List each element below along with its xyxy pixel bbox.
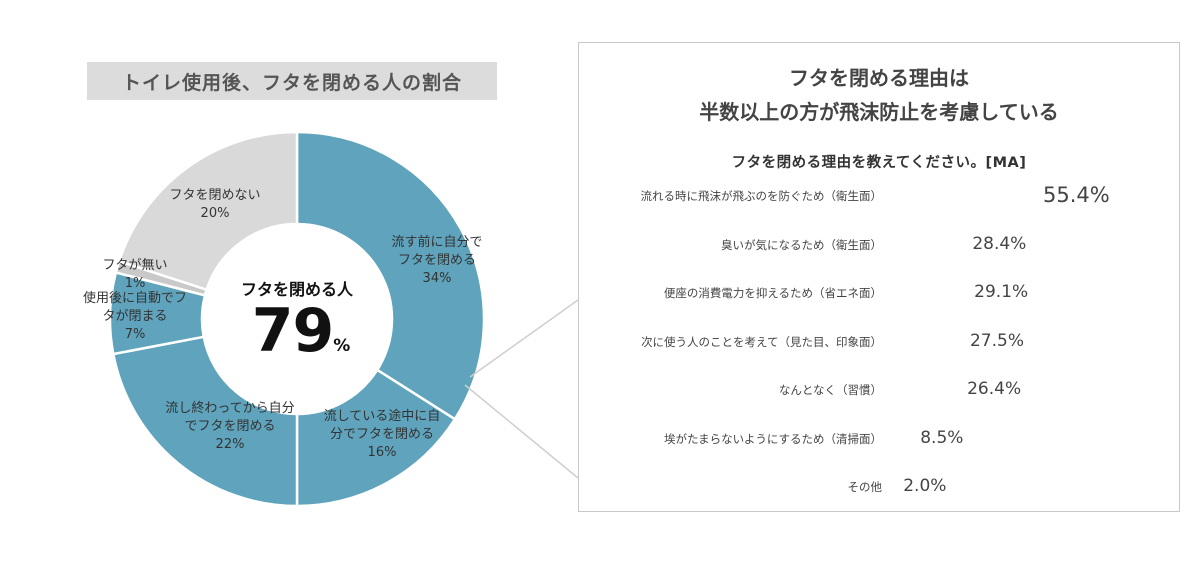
donut-center-number: 79 (251, 296, 334, 366)
donut-segment (295, 368, 457, 508)
donut-center-value: 79% (246, 296, 356, 366)
panel-title-line-1: フタを閉める理由は (789, 66, 969, 90)
donut-segment-label-line: フタを閉めない (169, 188, 261, 203)
callout-line-lower (464, 384, 579, 479)
donut-center-unit: % (333, 336, 351, 356)
donut-segment-label-line: 流している途中に自 (323, 409, 441, 424)
left-chart-title: トイレ使用後、フタを閉める人の割合 (87, 62, 497, 100)
donut-segment-label-line: 1% (124, 276, 146, 291)
panel-title-line-2: 半数以上の方が飛沫防止を考慮している (699, 100, 1059, 124)
donut-segment-label-line: 使用後に自動でフ (82, 291, 187, 306)
donut-segment (117, 130, 299, 292)
bar-value-label: 55.4% (1043, 183, 1110, 207)
bar-value-label: 26.4% (967, 379, 1022, 399)
bar-value-label: 2.0% (903, 476, 947, 496)
bar-category-label: 埃がたまらないようにするため（清掃面） (663, 431, 882, 446)
donut-segment-label: フタが無い 1% (100, 257, 170, 293)
bar-value-label: 28.4% (972, 233, 1027, 254)
donut-segment-label-line: 34% (422, 271, 452, 286)
callout-line-upper (469, 299, 579, 378)
bar-value-label: 8.5% (920, 427, 964, 448)
bar-category-label: 流れる時に飛沫が飛ぶのを防ぐため（衛生面） (640, 189, 883, 203)
donut-segment-label-line: 7% (124, 327, 146, 342)
donut-segment-label-line: 20% (200, 206, 230, 221)
panel-title: フタを閉める理由は 半数以上の方が飛沫防止を考慮している (579, 61, 1179, 129)
donut-segment-label: 使用後に自動でフ タが閉まる 7% (70, 290, 200, 344)
donut-segment (295, 130, 486, 421)
donut-segment-label-line: 22% (215, 437, 245, 452)
donut-segment-label-line: でフタを閉める (184, 419, 276, 434)
donut-segment-label-line: 流し終わってから自分 (165, 401, 295, 416)
reasons-panel: フタを閉める理由は 半数以上の方が飛沫防止を考慮している フタを閉める理由を教え… (578, 42, 1180, 512)
donut-segment-label: 流す前に自分で フタを閉める 34% (372, 234, 502, 288)
bar-value-label: 29.1% (974, 282, 1029, 302)
donut-segment-label-line: 分でフタを閉める (329, 427, 434, 442)
donut-center-caption: フタを閉める人 (240, 280, 353, 299)
bar-category-label: その他 (847, 480, 883, 494)
donut-segment (111, 335, 299, 508)
donut-segment-label-line: タが閉まる (102, 309, 168, 324)
donut-segment-label-line: フタが無い (102, 258, 168, 273)
donut-segment-label-line: 16% (367, 445, 397, 460)
bar-category-label: 便座の消費電力を抑えるため（省エネ面） (663, 286, 882, 300)
bar-category-label: 臭いが気になるため（衛生面） (721, 237, 882, 252)
donut-segment-label: 流し終わってから自分 でフタを閉める 22% (150, 400, 310, 454)
bar-value-label: 27.5% (969, 330, 1024, 351)
panel-subtitle: フタを閉める理由を教えてください。[MA] (731, 155, 1027, 171)
bar-category-label: 次に使う人のことを考えて（見た目、印象面） (641, 334, 882, 349)
donut-segment-label-line: 流す前に自分で (391, 235, 483, 250)
bar-category-label: なんとなく（習慣） (778, 383, 882, 397)
donut-segment-label: フタを閉めない 20% (150, 187, 280, 223)
donut-segment-label: 流している途中に自 分でフタを閉める 16% (312, 408, 452, 462)
donut-segment-label-line: フタを閉める (397, 253, 476, 268)
